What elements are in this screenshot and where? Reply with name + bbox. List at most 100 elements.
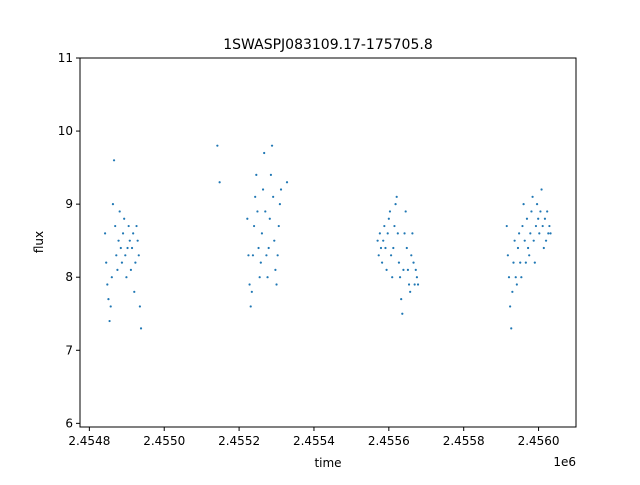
data-point — [269, 173, 273, 177]
data-point — [258, 276, 261, 279]
data-point — [542, 246, 545, 250]
data-point — [272, 195, 275, 198]
y-tick-label: 9 — [65, 197, 73, 211]
data-point — [383, 224, 386, 228]
data-point — [378, 232, 381, 235]
data-point — [416, 283, 420, 286]
data-point — [540, 188, 543, 191]
y-tick-label: 11 — [58, 51, 73, 65]
data-point — [412, 261, 415, 264]
data-point — [132, 232, 135, 235]
data-point — [218, 181, 221, 184]
data-point — [128, 239, 131, 242]
data-point — [105, 261, 108, 264]
data-point — [521, 224, 524, 228]
data-point — [256, 210, 259, 213]
data-point — [528, 254, 531, 257]
data-point — [133, 290, 136, 293]
x-tick-label: 2.4560 — [518, 434, 560, 448]
data-point — [276, 254, 279, 257]
data-point — [377, 254, 380, 257]
data-point — [266, 276, 269, 279]
data-point — [273, 239, 276, 242]
data-point — [514, 276, 517, 279]
data-point — [535, 203, 539, 206]
data-point — [255, 173, 258, 177]
data-point — [121, 232, 125, 235]
data-point — [380, 261, 384, 264]
data-point — [538, 232, 541, 235]
data-point — [125, 276, 128, 279]
data-point — [413, 283, 416, 286]
data-point — [404, 210, 407, 213]
data-point — [409, 290, 412, 293]
data-point — [548, 224, 551, 228]
data-point — [107, 298, 110, 301]
data-point — [274, 268, 277, 271]
data-point — [546, 210, 549, 213]
data-point — [115, 254, 118, 257]
data-point — [398, 276, 402, 279]
y-tick-label: 10 — [58, 124, 73, 138]
data-point — [525, 217, 529, 220]
data-point — [547, 232, 550, 235]
data-point — [401, 312, 404, 315]
data-point — [396, 232, 399, 235]
data-point — [505, 224, 508, 228]
data-point — [263, 151, 266, 155]
data-point — [532, 239, 535, 242]
data-point — [394, 203, 397, 206]
x-axis: 2.4548 2.4550 2.4552 2.4554 2.4556 2.4558 2.45… — [68, 427, 560, 448]
data-point — [118, 210, 121, 213]
data-point — [265, 254, 268, 257]
data-point — [405, 246, 408, 250]
x-axis-offset-label: 1e6 — [553, 455, 576, 469]
data-point — [139, 327, 143, 330]
y-tick-label: 8 — [65, 270, 73, 284]
data-point — [379, 246, 383, 250]
data-point — [509, 305, 512, 308]
data-point — [516, 246, 520, 250]
data-point — [392, 246, 395, 250]
data-point — [541, 224, 544, 228]
data-point — [108, 319, 111, 323]
data-point — [519, 261, 522, 264]
data-point — [120, 261, 124, 264]
data-point — [524, 261, 527, 264]
data-point — [103, 232, 107, 235]
data-point — [385, 268, 388, 271]
y-axis-label: flux — [32, 231, 46, 253]
data-point — [247, 254, 250, 257]
data-point — [510, 327, 513, 330]
data-point — [134, 261, 137, 264]
x-axis-label: time — [314, 456, 341, 470]
x-tick-label: 2.4548 — [68, 434, 110, 448]
x-tick-label: 2.4558 — [443, 434, 485, 448]
data-point — [116, 268, 119, 271]
data-point — [393, 224, 396, 228]
data-point — [387, 217, 390, 220]
data-point — [530, 210, 533, 213]
data-point — [278, 203, 281, 206]
data-point — [414, 268, 417, 271]
data-point — [511, 290, 514, 293]
points-layer — [103, 144, 552, 330]
data-point — [111, 203, 115, 206]
data-point — [259, 261, 262, 264]
data-point — [138, 305, 141, 308]
x-tick-label: 2.4552 — [218, 434, 260, 448]
data-point — [397, 261, 401, 264]
data-point — [251, 254, 255, 257]
data-point — [257, 246, 260, 250]
data-point — [216, 144, 219, 147]
data-point — [110, 276, 113, 279]
data-point — [529, 232, 532, 235]
data-point — [543, 217, 547, 220]
data-point — [250, 290, 253, 293]
data-point — [130, 246, 134, 250]
data-point — [402, 268, 405, 271]
data-point — [126, 246, 129, 250]
data-point — [249, 305, 252, 308]
